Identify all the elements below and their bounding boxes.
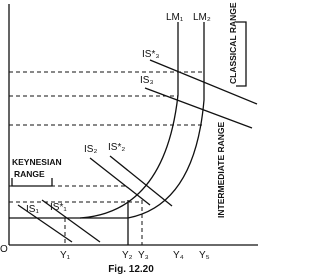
- is3-line: [144, 87, 253, 129]
- label: KEYNESIAN: [12, 157, 62, 167]
- is-star-1-line: [41, 199, 101, 243]
- is-star-2-line: [109, 155, 173, 207]
- is2-line: [89, 157, 151, 206]
- label: Y₄: [173, 250, 184, 261]
- label: IS₃: [140, 75, 154, 86]
- label: RANGE: [14, 169, 45, 179]
- label: CLASSICAL RANGE: [228, 2, 238, 84]
- label: IS*₃: [142, 49, 159, 60]
- label: IS₂: [84, 144, 97, 155]
- label: Y₂: [122, 250, 133, 261]
- label: LM₂: [193, 12, 211, 23]
- is1-line: [17, 204, 73, 243]
- lm2-curve: [80, 22, 205, 219]
- label: LM₁: [166, 12, 184, 23]
- diagram: LM₁ LM₂ IS*₃ IS₃ CLASSICAL RANGE IS₂ IS*…: [0, 2, 258, 275]
- label: Y₃: [138, 250, 149, 261]
- label: IS₁: [26, 204, 39, 215]
- is-star-3-line: [149, 59, 258, 105]
- keynesian-bracket: [11, 178, 53, 187]
- label: Y₁: [60, 250, 71, 261]
- label: O: [0, 244, 8, 255]
- caption: Fig. 12.20: [108, 264, 154, 275]
- label: Y₅: [199, 250, 210, 261]
- lm1-curve: [9, 22, 179, 219]
- label: IS*₂: [108, 142, 125, 153]
- classical-bracket: [236, 21, 247, 87]
- label: INTERMEDIATE RANGE: [216, 121, 226, 218]
- label: IS*₁: [50, 202, 67, 213]
